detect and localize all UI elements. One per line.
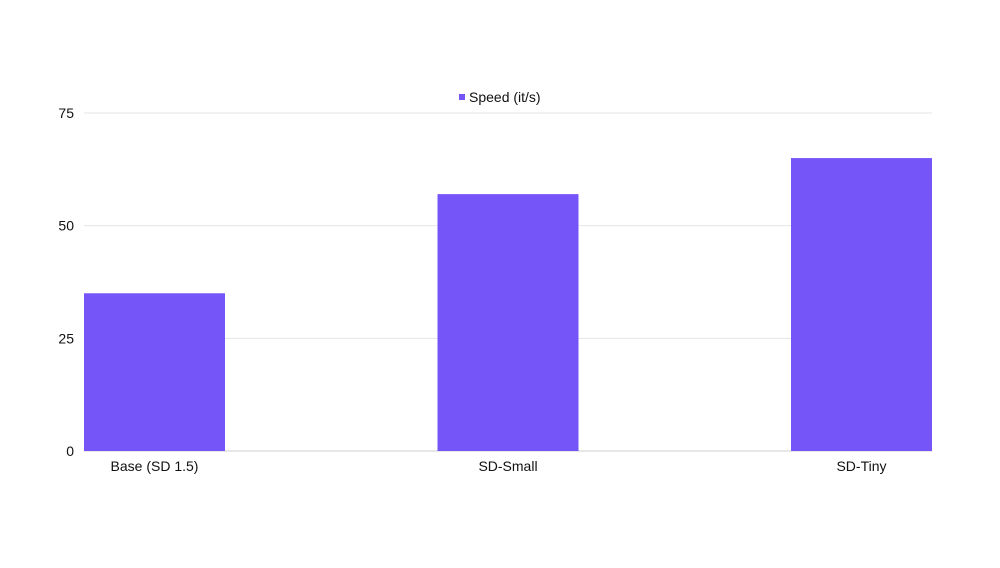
legend-label: Speed (it/s): [469, 89, 541, 105]
bar: [791, 158, 932, 452]
bar: [84, 293, 225, 451]
x-tick-label: SD-Small: [478, 458, 537, 474]
y-axis-ticks: 0 25 50 75: [58, 105, 74, 459]
y-tick-label: 75: [58, 105, 74, 121]
y-tick-label: 25: [58, 330, 74, 346]
y-tick-label: 0: [66, 443, 74, 459]
x-tick-label: Base (SD 1.5): [111, 458, 199, 474]
x-tick-label: SD-Tiny: [836, 458, 886, 474]
bar: [437, 194, 579, 451]
x-axis-ticks: Base (SD 1.5) SD-Small SD-Tiny: [111, 458, 887, 474]
y-tick-label: 50: [58, 218, 74, 234]
legend-swatch: [459, 94, 465, 100]
bars: [84, 158, 932, 452]
legend: Speed (it/s): [459, 89, 541, 105]
